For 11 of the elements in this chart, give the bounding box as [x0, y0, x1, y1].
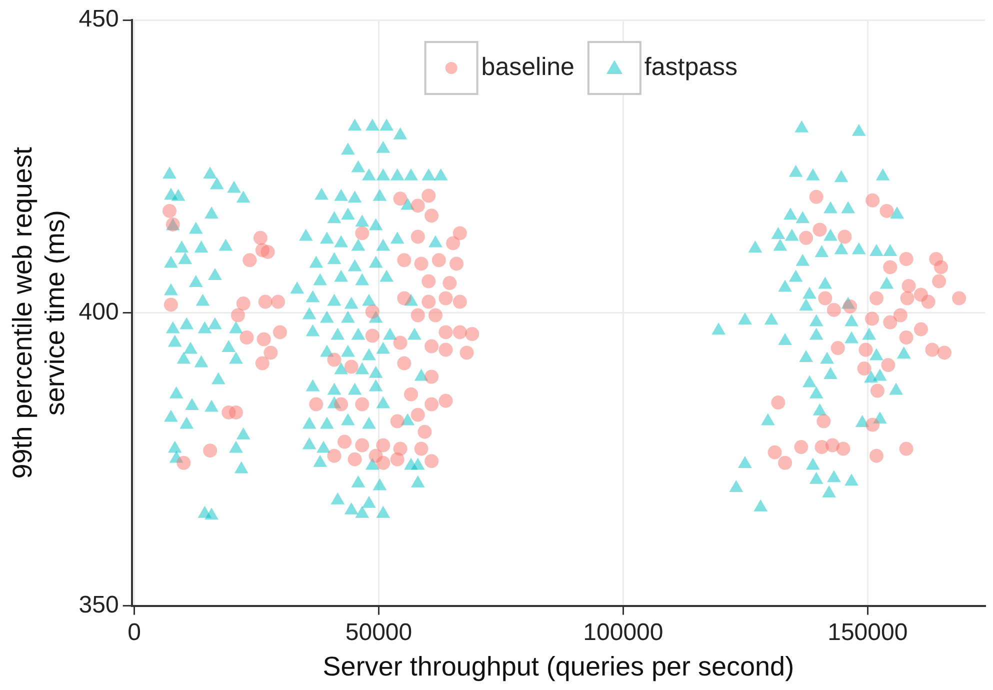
y-tick-label: 450 — [78, 6, 119, 33]
x-tick-label: 0 — [128, 618, 141, 646]
x-tick-label: 150000 — [828, 618, 908, 646]
legend-label: baseline — [481, 52, 574, 81]
x-axis-title: Server throughput (queries per second) — [322, 651, 794, 682]
y-tick-label: 400 — [78, 298, 119, 326]
x-tick-label: 50000 — [345, 618, 412, 646]
y-axis-title: 99th percentile web request service time (ms) — [8, 146, 70, 479]
legend-label: fastpass — [644, 52, 738, 81]
y-tick-label: 350 — [78, 591, 119, 618]
x-tick-label: 100000 — [583, 618, 664, 646]
